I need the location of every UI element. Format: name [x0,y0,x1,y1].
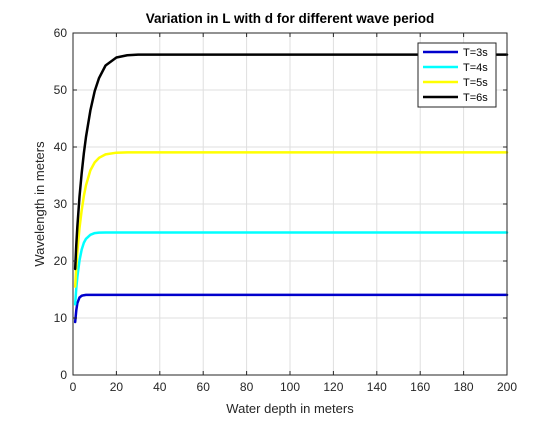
axes-box [72,32,508,376]
legend: T=3s T=4s T=5s T=6s [417,42,497,108]
y-tick-label: 50 [54,83,68,97]
y-tick-label: 60 [54,26,68,40]
x-tick-label: 0 [70,380,77,394]
x-tick-label: 180 [454,380,474,394]
x-tick-label: 100 [280,380,300,394]
x-tick-label: 200 [497,380,517,394]
x-tick-label: 60 [197,380,211,394]
chart-title: Variation in L with d for different wave… [146,11,435,26]
y-tick-label: 10 [54,311,68,325]
legend-label: T=3s [463,47,488,59]
x-tick-label: 160 [410,380,430,394]
y-tick-label: 30 [54,197,68,211]
series-line-t-6s [73,53,509,271]
axes [72,32,508,376]
y-tick-label: 20 [54,254,68,268]
y-axis-label: Wavelength in meters [32,141,47,267]
tick-labels: 0 20 40 60 80 100 120 140 160 180 200 0 10 20 30 40 50 60 [54,26,518,394]
y-tick-label: 0 [60,368,67,382]
legend-label: T=6s [463,92,488,104]
x-tick-label: 80 [240,380,254,394]
x-tick-label: 20 [110,380,124,394]
x-tick-label: 120 [323,380,343,394]
x-tick-label: 40 [153,380,167,394]
legend-label: T=5s [463,77,488,89]
x-axis-label: Water depth in meters [226,401,354,416]
y-tick-label: 40 [54,140,68,154]
legend-label: T=4s [463,62,488,74]
series-line-t-3s [73,293,509,324]
series-lines [73,53,509,324]
series-line-t-4s [73,231,509,306]
x-tick-label: 140 [367,380,387,394]
series-line-t-5s [73,151,509,288]
